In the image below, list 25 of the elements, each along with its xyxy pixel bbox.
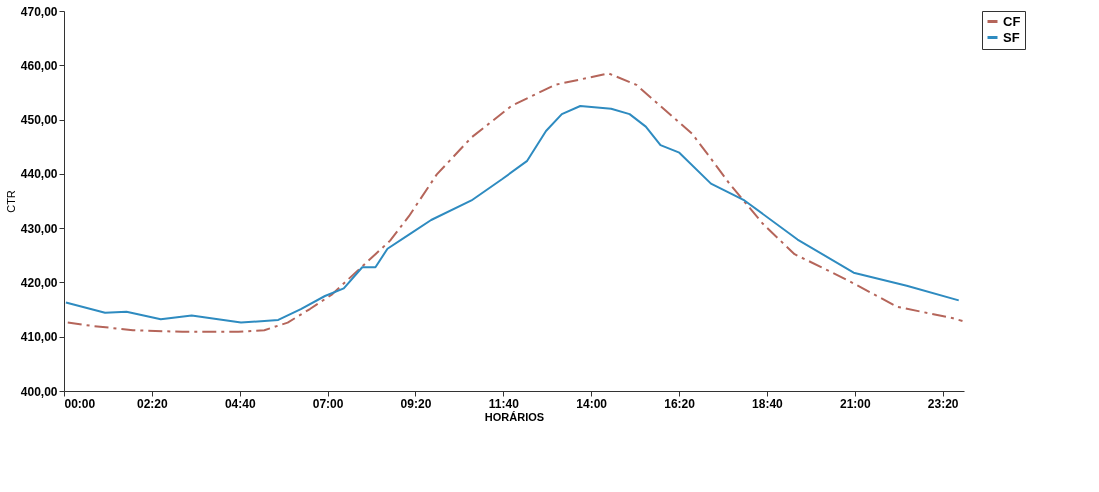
y-tick-label: 450,00 (20, 113, 58, 128)
x-tick-label: 02:20 (137, 396, 169, 411)
y-tick-label: 470,00 (20, 4, 58, 19)
y-tick-label: 430,00 (20, 221, 58, 236)
y-tick-label: 400,00 (20, 384, 58, 399)
y-tick-label: 440,00 (20, 167, 58, 182)
x-tick-label: 00:00 (64, 396, 96, 411)
y-tick-label: 420,00 (20, 275, 58, 290)
line-series (66, 72, 964, 333)
line-series (64, 105, 960, 324)
x-tick-label: 07:00 (312, 396, 344, 411)
x-tick-label: 21:00 (839, 396, 871, 411)
x-tick-label: 14:00 (576, 396, 608, 411)
x-tick-label: 16:20 (664, 396, 696, 411)
x-tick-label: 09:20 (400, 396, 432, 411)
x-tick-label: 23:20 (927, 396, 959, 411)
legend-label: SF (1003, 29, 1020, 45)
x-tick-label: 18:40 (752, 396, 784, 411)
y-axis-title: CTR (4, 190, 17, 213)
x-tick-label: 04:40 (224, 396, 256, 411)
x-tick-label: 11:40 (488, 396, 520, 411)
y-tick-label: 410,00 (20, 330, 58, 345)
x-axis-title: HORÁRIOS (484, 410, 545, 423)
y-tick-label: 460,00 (20, 58, 58, 73)
legend-label: CF (1003, 13, 1021, 29)
